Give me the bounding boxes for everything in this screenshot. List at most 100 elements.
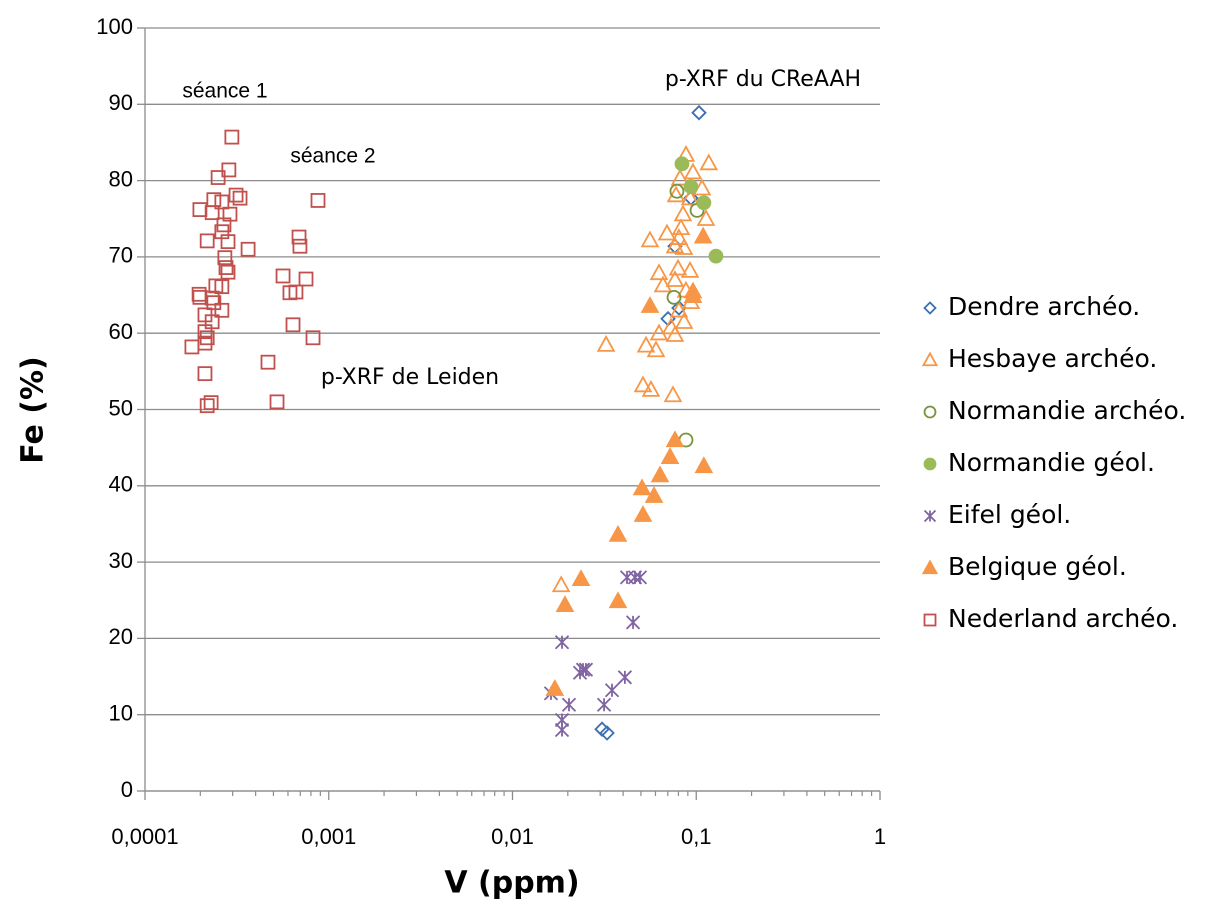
marker <box>668 258 688 276</box>
marker <box>699 153 719 171</box>
marker <box>599 725 615 741</box>
marker <box>191 286 207 302</box>
marker <box>644 486 664 503</box>
marker <box>670 168 690 186</box>
marker <box>640 296 660 313</box>
marker <box>694 456 714 474</box>
marker <box>636 335 656 353</box>
marker <box>214 194 230 210</box>
annotation: p-XRF du CReAAH <box>665 67 861 92</box>
legend-entry: Eifel géol. <box>923 500 1071 529</box>
legend-entry: Normandie géol. <box>923 448 1155 477</box>
marker <box>260 354 276 370</box>
marker <box>665 325 685 342</box>
marker <box>561 697 577 712</box>
marker <box>674 312 694 329</box>
marker <box>646 340 666 358</box>
marker <box>578 662 594 677</box>
y-tick-label: 30 <box>109 548 133 573</box>
legend-label: Normandie géol. <box>948 448 1155 477</box>
y-tick-label: 50 <box>109 395 133 420</box>
marker <box>674 156 690 172</box>
marker <box>708 248 724 264</box>
marker <box>551 575 571 593</box>
legend-label: Belgique géol. <box>948 552 1127 581</box>
series <box>184 129 326 414</box>
marker <box>680 260 700 278</box>
marker <box>204 205 220 221</box>
marker <box>282 285 298 301</box>
marker <box>632 570 648 585</box>
marker <box>197 366 213 382</box>
legend-label: Hesbaye archéo. <box>948 344 1157 373</box>
x-tick-label: 0,0001 <box>111 824 178 849</box>
marker <box>232 190 248 206</box>
marker <box>923 457 937 471</box>
marker <box>555 595 575 612</box>
marker <box>596 697 612 712</box>
series <box>545 226 714 696</box>
marker <box>665 236 685 254</box>
marker <box>192 202 208 217</box>
marker <box>683 179 699 195</box>
legend-label: Eifel géol. <box>948 500 1071 529</box>
y-tick-label: 0 <box>121 777 133 802</box>
legend-entry: Normandie archéo. <box>923 396 1186 425</box>
marker <box>625 615 641 630</box>
marker <box>210 170 226 185</box>
annotation: séance 2 <box>290 145 375 168</box>
marker <box>545 679 565 696</box>
series <box>594 104 707 741</box>
marker <box>921 559 939 575</box>
marker <box>660 447 680 464</box>
legend-entry: Dendre archéo. <box>923 292 1140 321</box>
marker <box>310 193 326 208</box>
series <box>674 156 724 264</box>
marker <box>683 162 703 180</box>
y-tick-label: 70 <box>109 243 133 268</box>
y-tick-label: 60 <box>109 319 133 344</box>
marker <box>199 330 215 346</box>
marker <box>554 722 570 738</box>
marker <box>669 183 685 199</box>
marker <box>923 301 937 315</box>
marker <box>693 226 713 244</box>
marker <box>203 395 219 411</box>
y-axis-title: Fe (%) <box>16 356 51 464</box>
annotation: séance 1 <box>182 80 267 103</box>
marker <box>292 238 308 254</box>
marker <box>671 300 687 316</box>
legend-entry: Belgique géol. <box>921 552 1127 581</box>
marker <box>683 286 703 303</box>
marker <box>214 302 230 318</box>
marker <box>666 289 682 305</box>
marker <box>285 317 301 333</box>
marker <box>204 290 220 306</box>
marker <box>221 162 237 178</box>
marker <box>214 279 230 295</box>
marker <box>632 478 652 496</box>
y-tick-label: 20 <box>109 624 133 649</box>
y-tick-label: 80 <box>109 166 133 191</box>
marker <box>696 195 712 211</box>
marker <box>650 465 670 483</box>
marker <box>633 505 653 522</box>
marker <box>641 380 661 397</box>
marker <box>275 268 291 284</box>
marker <box>199 398 215 414</box>
marker <box>291 229 307 245</box>
y-tick-label: 90 <box>109 90 133 115</box>
marker <box>608 591 628 609</box>
annotation: p-XRF de Leiden <box>321 365 499 390</box>
marker <box>665 430 685 448</box>
marker <box>206 295 222 311</box>
marker <box>653 275 673 293</box>
marker <box>680 188 700 206</box>
marker <box>923 509 937 523</box>
marker <box>923 405 937 419</box>
legend-label: Dendre archéo. <box>948 292 1140 321</box>
marker <box>554 635 570 650</box>
marker <box>923 613 937 627</box>
marker <box>220 234 236 250</box>
x-axis-title: V (ppm) <box>444 866 579 901</box>
